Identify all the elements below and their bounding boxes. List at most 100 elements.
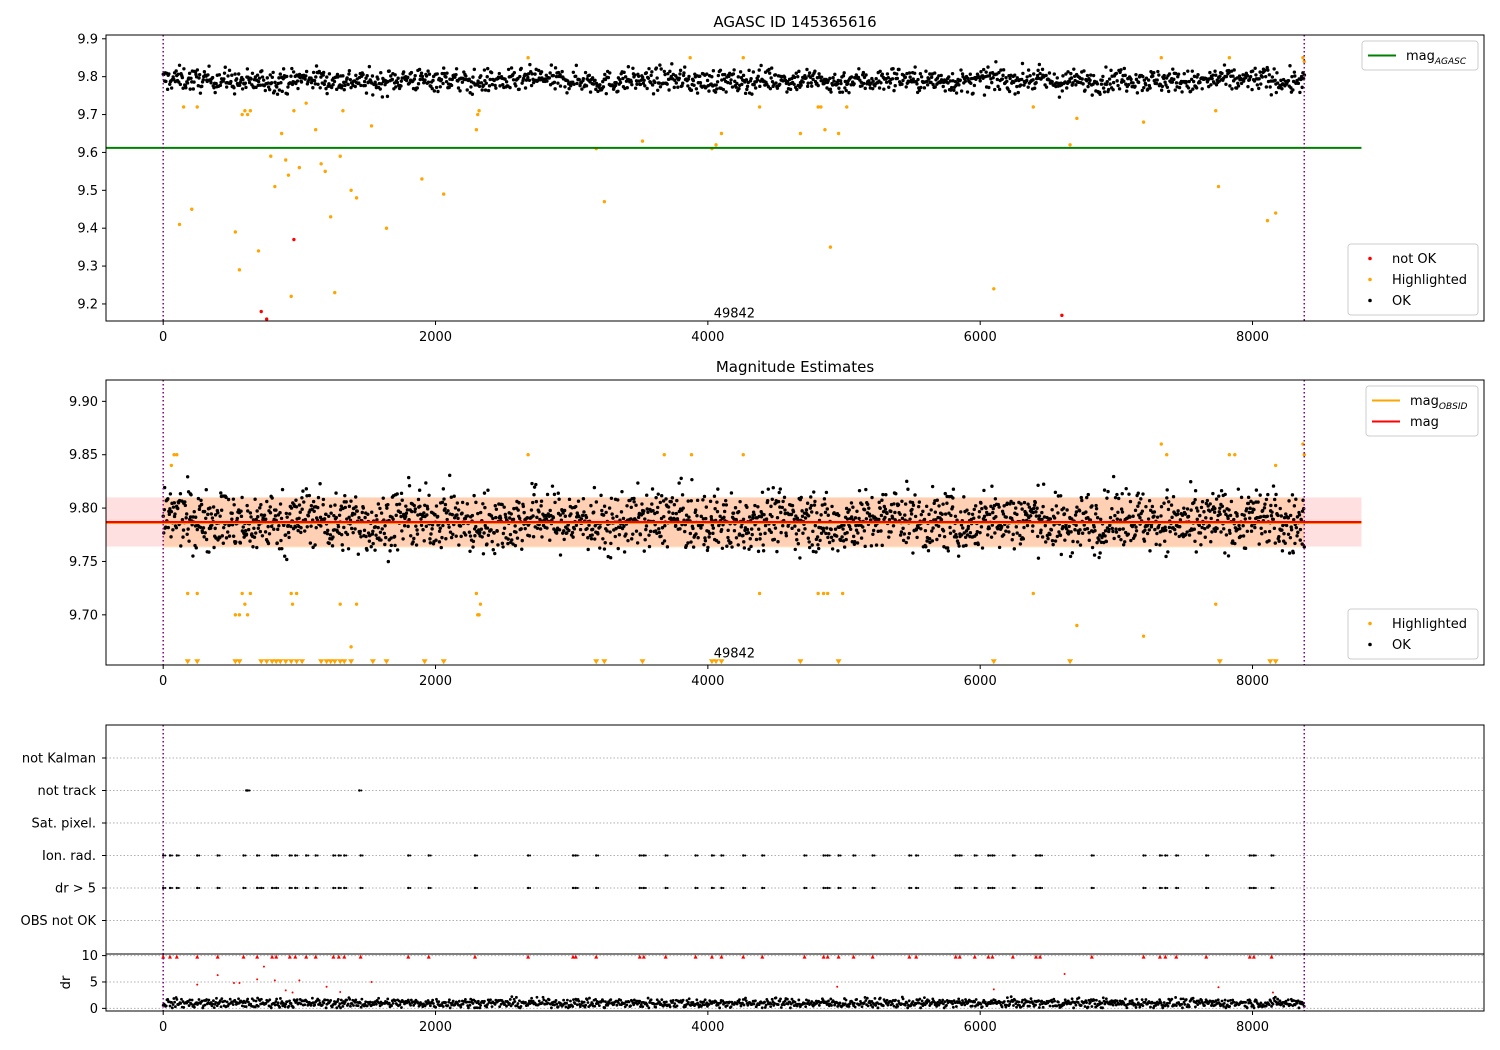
- data-point-ok: [1059, 552, 1064, 557]
- data-point-ok: [1299, 74, 1304, 79]
- flag-event: [273, 887, 276, 889]
- data-point-ok: [1129, 538, 1133, 543]
- data-point-ok: [895, 76, 900, 81]
- data-point-ok: [665, 82, 669, 86]
- data-point-ok: [557, 497, 561, 501]
- flag-event: [987, 854, 990, 857]
- data-point-ok: [749, 544, 753, 549]
- data-point-ok: [1292, 70, 1297, 74]
- data-point-ok: [991, 76, 995, 80]
- data-point-ok: [586, 536, 590, 540]
- data-point-ok: [659, 516, 664, 521]
- data-point-ok: [728, 81, 733, 85]
- data-point-ok: [415, 528, 419, 532]
- data-point-ok: [958, 78, 962, 82]
- data-point-ok: [747, 68, 751, 73]
- data-point-ok: [519, 527, 523, 531]
- data-point-ok: [959, 523, 964, 527]
- dr-point-ok: [489, 998, 492, 1002]
- data-point-ok: [1250, 87, 1254, 92]
- data-point-ok: [520, 547, 524, 551]
- data-point-ok: [980, 546, 985, 550]
- data-point-ok: [1180, 90, 1184, 94]
- data-point-ok: [378, 530, 383, 534]
- data-point-ok: [209, 512, 214, 516]
- data-point-ok: [957, 83, 961, 87]
- data-point-ok: [895, 72, 899, 76]
- data-point-ok: [1138, 516, 1142, 520]
- data-point-ok: [752, 513, 757, 517]
- data-point-ok: [1000, 509, 1005, 514]
- data-point-ok: [766, 487, 770, 491]
- data-point-ok: [1271, 484, 1276, 488]
- data-point-ok: [286, 85, 290, 89]
- data-point-ok: [1173, 88, 1177, 92]
- data-point-highlighted: [757, 105, 762, 109]
- dr-point-ok: [486, 1003, 489, 1006]
- flag-event: [720, 886, 723, 890]
- data-point-ok: [506, 67, 511, 72]
- data-point-ok: [1090, 93, 1094, 97]
- data-point-ok: [578, 83, 582, 88]
- data-point-ok: [701, 498, 705, 502]
- data-point-ok: [1286, 516, 1291, 520]
- data-point-ok: [598, 525, 602, 529]
- data-point-highlighted: [823, 128, 827, 132]
- data-point-ok: [1087, 538, 1091, 542]
- data-point-highlighted: [273, 184, 277, 189]
- data-point-ok: [1192, 527, 1196, 531]
- data-point-ok: [506, 541, 510, 546]
- data-point-ok: [231, 497, 236, 501]
- data-point-ok: [887, 85, 891, 89]
- data-point-ok: [1168, 529, 1172, 534]
- data-point-ok: [705, 72, 709, 76]
- data-point-ok: [434, 85, 439, 90]
- flag-event: [529, 854, 532, 857]
- dr-point-ok: [356, 1004, 360, 1008]
- data-point-ok: [833, 527, 838, 531]
- dr-point-ok: [615, 1003, 619, 1007]
- data-point-ok: [579, 517, 584, 521]
- data-point-ok: [1034, 510, 1038, 514]
- data-point-ok: [297, 516, 301, 520]
- data-point-ok: [256, 526, 261, 530]
- data-point-ok: [1111, 529, 1115, 534]
- data-point-ok: [792, 75, 797, 80]
- data-point-ok: [374, 513, 378, 518]
- data-point-ok: [406, 75, 410, 80]
- data-point-ok: [877, 500, 881, 505]
- data-point-ok: [169, 509, 174, 514]
- data-point-ok: [1066, 70, 1070, 74]
- flag-event: [873, 854, 876, 857]
- data-point-ok: [394, 85, 398, 89]
- data-point-ok: [708, 499, 713, 504]
- data-point-ok: [548, 508, 552, 513]
- data-point-ok: [285, 92, 290, 96]
- flag-event: [1252, 854, 1256, 857]
- data-point-ok: [432, 89, 437, 93]
- data-point-ok: [213, 526, 217, 531]
- data-point-ok: [821, 526, 826, 531]
- data-point-ok: [817, 72, 821, 76]
- data-point-ok: [613, 534, 617, 539]
- dr-point-ok: [175, 998, 179, 1001]
- flag-event: [837, 854, 840, 857]
- data-point-ok: [609, 541, 613, 546]
- data-point-ok: [476, 511, 480, 516]
- data-point-ok: [829, 90, 833, 94]
- data-point-ok: [256, 79, 261, 84]
- flag-event: [837, 886, 840, 890]
- data-point-ok: [442, 497, 446, 501]
- data-point-ok: [845, 531, 849, 535]
- dr-point-ok: [518, 999, 521, 1003]
- data-point-ok: [285, 515, 289, 519]
- flag-event: [742, 854, 745, 857]
- data-point-ok: [1106, 87, 1111, 92]
- data-point-ok: [1108, 82, 1112, 86]
- data-point-ok: [1018, 542, 1023, 546]
- data-point-ok: [512, 506, 516, 511]
- data-point-ok: [715, 500, 719, 504]
- data-point-ok: [371, 93, 375, 97]
- data-point-ok: [275, 92, 280, 96]
- data-point-ok: [556, 491, 560, 495]
